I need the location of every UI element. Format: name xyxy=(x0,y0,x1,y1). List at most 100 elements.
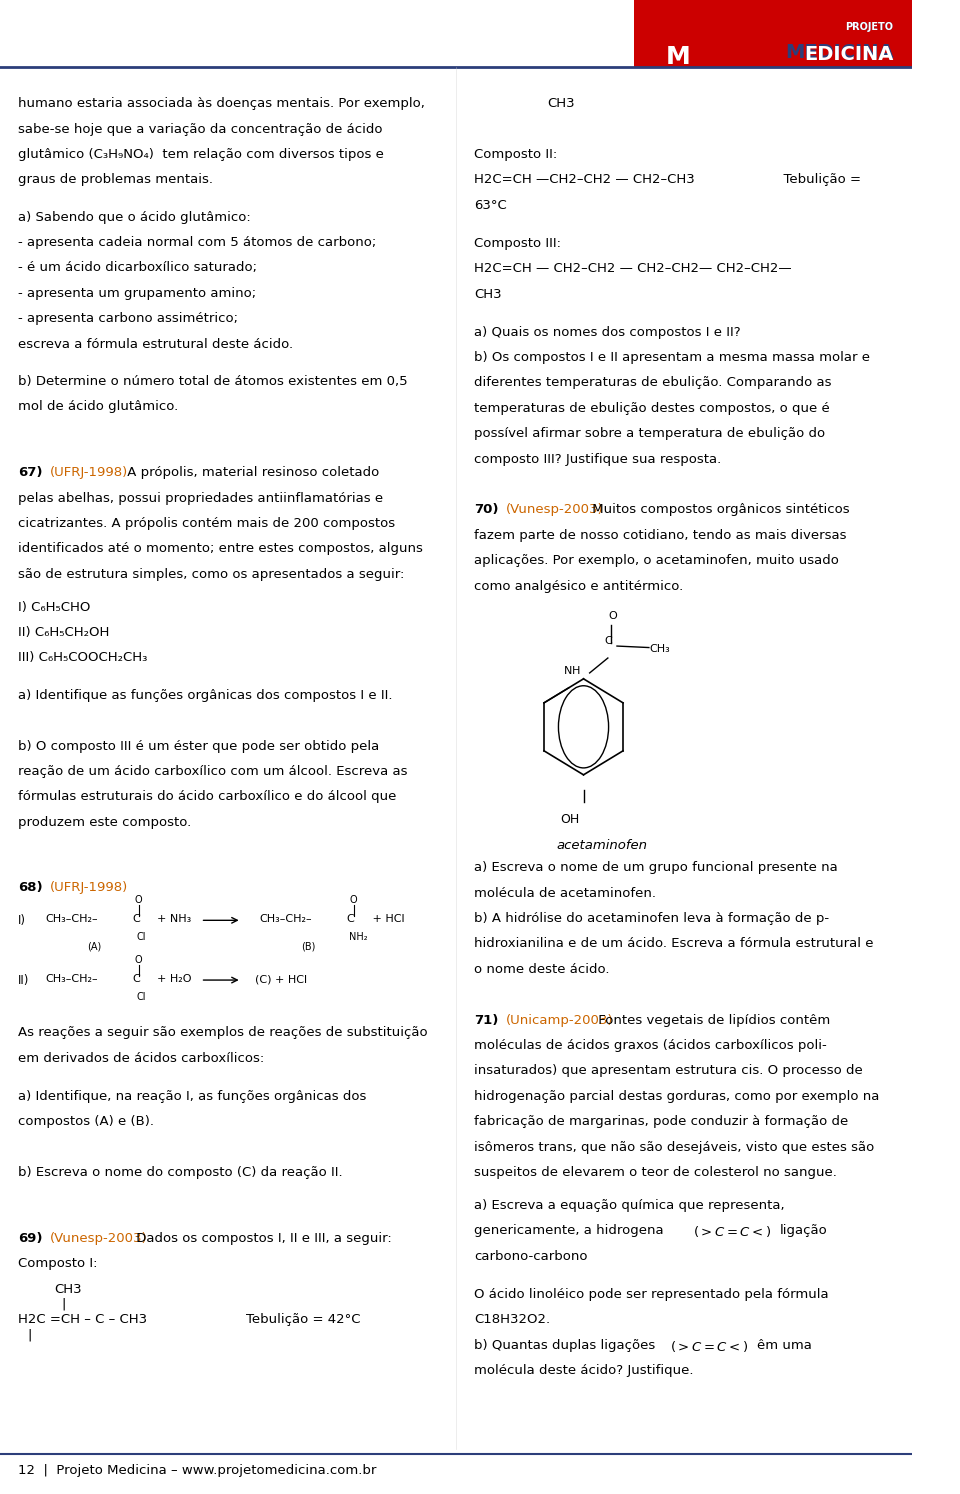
Text: identificados até o momento; entre estes compostos, alguns: identificados até o momento; entre estes… xyxy=(18,542,423,556)
Text: Composto II:: Composto II: xyxy=(474,148,558,161)
Text: sabe-se hoje que a variação da concentração de ácido: sabe-se hoje que a variação da concentra… xyxy=(18,123,383,136)
Text: Dados os compostos I, II e III, a seguir:: Dados os compostos I, II e III, a seguir… xyxy=(132,1233,392,1245)
Text: 12  |  Projeto Medicina – www.projetomedicina.com.br: 12 | Projeto Medicina – www.projetomedic… xyxy=(18,1464,376,1478)
Text: humano estaria associada às doenças mentais. Por exemplo,: humano estaria associada às doenças ment… xyxy=(18,97,425,111)
Text: produzem este composto.: produzem este composto. xyxy=(18,816,191,829)
Text: em derivados de ácidos carboxílicos:: em derivados de ácidos carboxílicos: xyxy=(18,1052,265,1065)
Text: reação de um ácido carboxílico com um álcool. Escreva as: reação de um ácido carboxílico com um ál… xyxy=(18,765,408,778)
Text: como analgésico e antitérmico.: como analgésico e antitérmico. xyxy=(474,580,684,593)
Text: N: N xyxy=(564,666,572,675)
Text: molécula de acetaminofen.: molécula de acetaminofen. xyxy=(474,887,656,899)
Text: (UFRJ-1998): (UFRJ-1998) xyxy=(50,881,129,895)
Text: Composto I:: Composto I: xyxy=(18,1258,98,1270)
Text: O: O xyxy=(349,895,357,905)
Text: CH₃: CH₃ xyxy=(649,644,670,653)
Text: molécula deste ácido? Justifique.: molécula deste ácido? Justifique. xyxy=(474,1364,694,1377)
Text: Composto III:: Composto III: xyxy=(474,236,561,249)
Text: - é um ácido dicarboxílico saturado;: - é um ácido dicarboxílico saturado; xyxy=(18,261,257,275)
Text: CH3: CH3 xyxy=(547,97,575,111)
Text: b) Quantas duplas ligações: b) Quantas duplas ligações xyxy=(474,1339,656,1352)
Text: I) C₆H₅CHO: I) C₆H₅CHO xyxy=(18,601,90,614)
Text: insaturados) que apresentam estrutura cis. O processo de: insaturados) que apresentam estrutura ci… xyxy=(474,1065,863,1077)
Text: |: | xyxy=(61,1298,65,1310)
Text: Fontes vegetais de lipídios contêm: Fontes vegetais de lipídios contêm xyxy=(594,1014,830,1026)
Text: C: C xyxy=(347,914,354,925)
Text: C18H32O2.: C18H32O2. xyxy=(474,1313,550,1327)
Text: 69): 69) xyxy=(18,1233,43,1245)
Text: a) Quais os nomes dos compostos I e II?: a) Quais os nomes dos compostos I e II? xyxy=(474,326,741,339)
Text: III) C₆H₅COOCH₂CH₃: III) C₆H₅COOCH₂CH₃ xyxy=(18,651,148,665)
Text: isômeros trans, que não são desejáveis, visto que estes são: isômeros trans, que não são desejáveis, … xyxy=(474,1141,875,1153)
Text: I): I) xyxy=(18,914,26,928)
Text: H2C=CH — CH2–CH2 — CH2–CH2— CH2–CH2—: H2C=CH — CH2–CH2 — CH2–CH2— CH2–CH2— xyxy=(474,263,792,275)
Text: b) O composto III é um éster que pode ser obtido pela: b) O composto III é um éster que pode se… xyxy=(18,740,379,753)
Text: CH₃–CH₂–: CH₃–CH₂– xyxy=(45,914,98,925)
Text: H: H xyxy=(571,666,580,675)
Text: genericamente, a hidrogena: genericamente, a hidrogena xyxy=(474,1225,663,1237)
Text: graus de problemas mentais.: graus de problemas mentais. xyxy=(18,173,213,187)
Text: H2C=CH —CH2–CH2 — CH2–CH3: H2C=CH —CH2–CH2 — CH2–CH3 xyxy=(474,173,695,187)
Text: diferentes temperaturas de ebulição. Comparando as: diferentes temperaturas de ebulição. Com… xyxy=(474,376,831,390)
Text: + H₂O: + H₂O xyxy=(151,974,192,985)
Text: CH₃–CH₂–: CH₃–CH₂– xyxy=(45,974,98,985)
Text: O: O xyxy=(608,611,616,620)
Text: fórmulas estruturais do ácido carboxílico e do álcool que: fórmulas estruturais do ácido carboxílic… xyxy=(18,790,396,804)
Text: Cl: Cl xyxy=(136,992,146,1002)
Text: carbono-carbono: carbono-carbono xyxy=(474,1250,588,1262)
Text: a) Sabendo que o ácido glutâmico:: a) Sabendo que o ácido glutâmico: xyxy=(18,211,251,224)
Text: 68): 68) xyxy=(18,881,43,895)
Text: a) Escreva a equação química que representa,: a) Escreva a equação química que represe… xyxy=(474,1200,784,1212)
Text: MEDICINA: MEDICINA xyxy=(784,43,894,63)
Text: possível afirmar sobre a temperatura de ebulição do: possível afirmar sobre a temperatura de … xyxy=(474,427,826,441)
Text: a) Identifique as funções orgânicas dos compostos I e II.: a) Identifique as funções orgânicas dos … xyxy=(18,689,393,702)
Bar xyxy=(634,0,912,67)
Text: C: C xyxy=(604,636,612,645)
Text: - apresenta carbono assimétrico;: - apresenta carbono assimétrico; xyxy=(18,312,238,326)
Text: II) C₆H₅CH₂OH: II) C₆H₅CH₂OH xyxy=(18,626,109,639)
Text: C: C xyxy=(132,914,140,925)
Text: $(> C = C <)$: $(> C = C <)$ xyxy=(693,1225,772,1240)
Text: - apresenta um grupamento amino;: - apresenta um grupamento amino; xyxy=(18,287,256,300)
Text: EDICINA: EDICINA xyxy=(804,45,894,64)
Text: M: M xyxy=(665,45,690,69)
Text: CH3: CH3 xyxy=(55,1283,83,1295)
Text: PROJETO: PROJETO xyxy=(846,22,894,33)
Text: CH3: CH3 xyxy=(474,287,502,300)
Text: aplicações. Por exemplo, o acetaminofen, muito usado: aplicações. Por exemplo, o acetaminofen,… xyxy=(474,554,839,568)
Text: $(> C = C <)$: $(> C = C <)$ xyxy=(670,1339,749,1354)
Text: são de estrutura simples, como os apresentados a seguir:: são de estrutura simples, como os aprese… xyxy=(18,568,404,581)
Text: pelas abelhas, possui propriedades antiinflamatórias e: pelas abelhas, possui propriedades antii… xyxy=(18,492,383,505)
Text: mol de ácido glutâmico.: mol de ácido glutâmico. xyxy=(18,400,179,414)
Text: fabricação de margarinas, pode conduzir à formação de: fabricação de margarinas, pode conduzir … xyxy=(474,1116,849,1128)
Text: OH: OH xyxy=(561,813,580,826)
Text: PROJETO: PROJETO xyxy=(846,22,894,33)
Text: (C) + HCl: (C) + HCl xyxy=(255,974,307,985)
Text: |: | xyxy=(27,1328,32,1342)
Text: a) Identifique, na reação I, as funções orgânicas dos: a) Identifique, na reação I, as funções … xyxy=(18,1091,367,1103)
Text: A própolis, material resinoso coletado: A própolis, material resinoso coletado xyxy=(123,466,379,480)
Text: acetaminofen: acetaminofen xyxy=(556,840,647,852)
Text: 70): 70) xyxy=(474,503,498,517)
Text: êm uma: êm uma xyxy=(756,1339,811,1352)
Text: glutâmico (C₃H₉NO₄)  tem relação com diversos tipos e: glutâmico (C₃H₉NO₄) tem relação com dive… xyxy=(18,148,384,161)
Text: Muitos compostos orgânicos sintéticos: Muitos compostos orgânicos sintéticos xyxy=(588,503,850,517)
Text: NH₂: NH₂ xyxy=(349,932,368,943)
Text: 63°C: 63°C xyxy=(474,199,507,212)
Text: Tebulição =: Tebulição = xyxy=(775,173,861,187)
Text: b) Os compostos I e II apresentam a mesma massa molar e: b) Os compostos I e II apresentam a mesm… xyxy=(474,351,870,365)
Text: composto III? Justifique sua resposta.: composto III? Justifique sua resposta. xyxy=(474,453,721,466)
Text: O: O xyxy=(135,895,143,905)
Text: ligação: ligação xyxy=(780,1225,828,1237)
Text: o nome deste ácido.: o nome deste ácido. xyxy=(474,964,610,976)
Text: CH₃–CH₂–: CH₃–CH₂– xyxy=(260,914,312,925)
Text: (UFRJ-1998): (UFRJ-1998) xyxy=(50,466,129,480)
Text: (Unicamp-2003): (Unicamp-2003) xyxy=(506,1014,613,1026)
Text: moléculas de ácidos graxos (ácidos carboxílicos poli-: moléculas de ácidos graxos (ácidos carbo… xyxy=(474,1040,827,1052)
Text: hidroxianilina e de um ácido. Escreva a fórmula estrutural e: hidroxianilina e de um ácido. Escreva a … xyxy=(474,938,874,950)
Text: Tebulição = 42°C: Tebulição = 42°C xyxy=(246,1313,361,1327)
Text: - apresenta cadeia normal com 5 átomos de carbono;: - apresenta cadeia normal com 5 átomos d… xyxy=(18,236,376,249)
Text: (A): (A) xyxy=(86,941,101,952)
Text: b) A hidrólise do acetaminofen leva à formação de p-: b) A hidrólise do acetaminofen leva à fo… xyxy=(474,911,829,925)
Text: escreva a fórmula estrutural deste ácido.: escreva a fórmula estrutural deste ácido… xyxy=(18,338,294,351)
Text: b) Escreva o nome do composto (C) da reação II.: b) Escreva o nome do composto (C) da rea… xyxy=(18,1167,343,1179)
